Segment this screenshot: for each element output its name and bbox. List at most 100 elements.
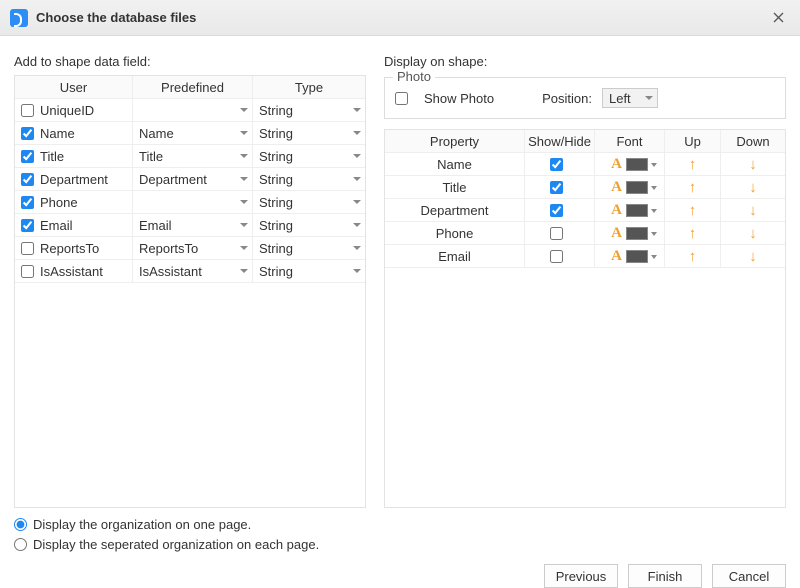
move-up-button[interactable]: ↑ <box>689 248 697 265</box>
col-up: Up <box>665 130 721 152</box>
move-down-button[interactable]: ↓ <box>749 248 757 265</box>
field-type: String <box>259 264 293 279</box>
field-predefined-cell[interactable]: Email <box>133 214 253 236</box>
photo-fieldset: Photo Show Photo Position: Left <box>384 77 786 119</box>
show-photo-checkbox[interactable] <box>395 92 408 105</box>
field-type-cell[interactable]: String <box>253 168 365 190</box>
right-table-header: Property Show/Hide Font Up Down <box>385 130 785 153</box>
table-row: Title A ↑ ↓ <box>385 176 785 199</box>
field-checkbox[interactable] <box>21 150 34 163</box>
position-select[interactable]: Left <box>602 88 658 108</box>
field-checkbox[interactable] <box>21 196 34 209</box>
field-checkbox[interactable] <box>21 104 34 117</box>
font-cell[interactable]: A <box>595 245 665 267</box>
field-user: IsAssistant <box>40 264 103 279</box>
showhide-checkbox[interactable] <box>550 204 563 217</box>
move-down-button[interactable]: ↓ <box>749 225 757 242</box>
color-swatch[interactable] <box>626 250 648 263</box>
left-section-label: Add to shape data field: <box>14 54 366 69</box>
chevron-down-icon <box>353 269 361 273</box>
field-checkbox[interactable] <box>21 173 34 186</box>
move-up-button[interactable]: ↑ <box>689 156 697 173</box>
field-type: String <box>259 195 293 210</box>
field-predefined-cell[interactable]: Department <box>133 168 253 190</box>
font-icon: A <box>611 202 622 219</box>
move-up-button[interactable]: ↑ <box>689 202 697 219</box>
font-icon: A <box>611 156 622 173</box>
field-predefined-cell[interactable]: IsAssistant <box>133 260 253 282</box>
field-checkbox[interactable] <box>21 219 34 232</box>
right-section-label: Display on shape: <box>384 54 786 69</box>
showhide-checkbox[interactable] <box>550 227 563 240</box>
radio-one-page[interactable] <box>14 518 27 531</box>
chevron-down-icon <box>240 269 248 273</box>
field-type-cell[interactable]: String <box>253 122 365 144</box>
close-icon <box>773 12 784 23</box>
property-name: Title <box>442 180 466 195</box>
radio-one-page-label: Display the organization on one page. <box>33 517 251 532</box>
field-predefined-cell[interactable]: Title <box>133 145 253 167</box>
showhide-checkbox[interactable] <box>550 250 563 263</box>
field-type-cell[interactable]: String <box>253 260 365 282</box>
table-row: IsAssistant IsAssistant String <box>15 260 365 283</box>
title-bar: Choose the database files <box>0 0 800 36</box>
table-row: PhoneA↑↓ <box>385 222 785 245</box>
field-type: String <box>259 218 293 233</box>
field-type-cell[interactable]: String <box>253 214 365 236</box>
move-down-button[interactable]: ↓ <box>749 179 757 196</box>
field-predefined-cell[interactable] <box>133 99 253 121</box>
field-checkbox[interactable] <box>21 265 34 278</box>
color-swatch[interactable] <box>626 181 648 194</box>
field-predefined-cell[interactable] <box>133 191 253 213</box>
col-showhide: Show/Hide <box>525 130 595 152</box>
table-row: NameNameString <box>15 122 365 145</box>
showhide-checkbox[interactable] <box>550 181 563 194</box>
col-predefined: Predefined <box>133 76 253 98</box>
chevron-down-icon <box>353 131 361 135</box>
font-cell[interactable]: A <box>595 199 665 221</box>
field-type: String <box>259 126 293 141</box>
field-user: Department <box>40 172 108 187</box>
field-predefined: Email <box>139 218 172 233</box>
move-up-button[interactable]: ↑ <box>689 225 697 242</box>
chevron-down-icon <box>353 246 361 250</box>
left-table-header: User Predefined Type <box>15 76 365 99</box>
color-swatch[interactable] <box>626 227 648 240</box>
close-button[interactable] <box>766 6 790 30</box>
color-swatch[interactable] <box>626 204 648 217</box>
field-checkbox[interactable] <box>21 127 34 140</box>
show-photo-label: Show Photo <box>424 91 494 106</box>
field-predefined-cell[interactable]: Name <box>133 122 253 144</box>
move-down-button[interactable]: ↓ <box>749 156 757 173</box>
field-type-cell[interactable]: String <box>253 145 365 167</box>
field-type-cell[interactable]: String <box>253 99 365 121</box>
font-cell[interactable]: A <box>595 222 665 244</box>
field-type: String <box>259 172 293 187</box>
field-predefined-cell[interactable]: ReportsTo <box>133 237 253 259</box>
finish-button[interactable]: Finish <box>628 564 702 588</box>
field-type-cell[interactable]: String <box>253 237 365 259</box>
chevron-down-icon <box>240 200 248 204</box>
move-up-button[interactable]: ↑ <box>689 179 697 196</box>
radio-each-page[interactable] <box>14 538 27 551</box>
table-row: ReportsToReportsToString <box>15 237 365 260</box>
chevron-down-icon <box>240 177 248 181</box>
chevron-down-icon <box>240 108 248 112</box>
font-cell[interactable]: A <box>595 176 665 198</box>
chevron-down-icon <box>240 154 248 158</box>
col-font: Font <box>595 130 665 152</box>
col-user: User <box>15 76 133 98</box>
font-cell[interactable]: A <box>595 153 665 175</box>
field-predefined: ReportsTo <box>139 241 198 256</box>
field-type-cell[interactable]: String <box>253 191 365 213</box>
color-swatch[interactable] <box>626 158 648 171</box>
property-name: Email <box>438 249 471 264</box>
previous-button[interactable]: Previous <box>544 564 618 588</box>
move-down-button[interactable]: ↓ <box>749 202 757 219</box>
showhide-checkbox[interactable] <box>550 158 563 171</box>
field-checkbox[interactable] <box>21 242 34 255</box>
cancel-button[interactable]: Cancel <box>712 564 786 588</box>
field-predefined: IsAssistant <box>139 264 202 279</box>
radio-each-page-label: Display the seperated organization on ea… <box>33 537 319 552</box>
property-name: Department <box>421 203 489 218</box>
